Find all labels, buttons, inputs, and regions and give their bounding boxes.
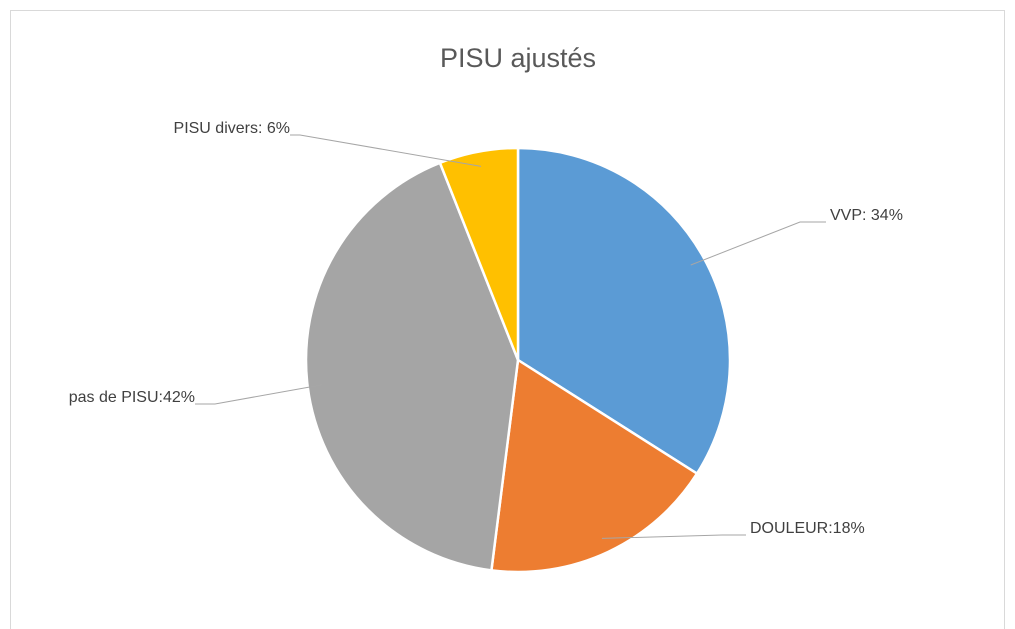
chart-title: PISU ajustés: [440, 43, 596, 73]
leader-line: [690, 221, 826, 266]
pie-slice: [438, 146, 520, 361]
data-label: PISU divers: 6%: [174, 120, 290, 137]
leader-line: [601, 534, 746, 539]
data-label: pas de PISU:42%: [69, 389, 195, 406]
pie-slice: [490, 357, 699, 574]
leader-line: [195, 384, 323, 405]
data-label: DOULEUR:18%: [750, 520, 865, 537]
data-label: VVP: 34%: [830, 207, 903, 224]
pie-slice: [304, 161, 520, 572]
leader-line: [290, 134, 482, 167]
